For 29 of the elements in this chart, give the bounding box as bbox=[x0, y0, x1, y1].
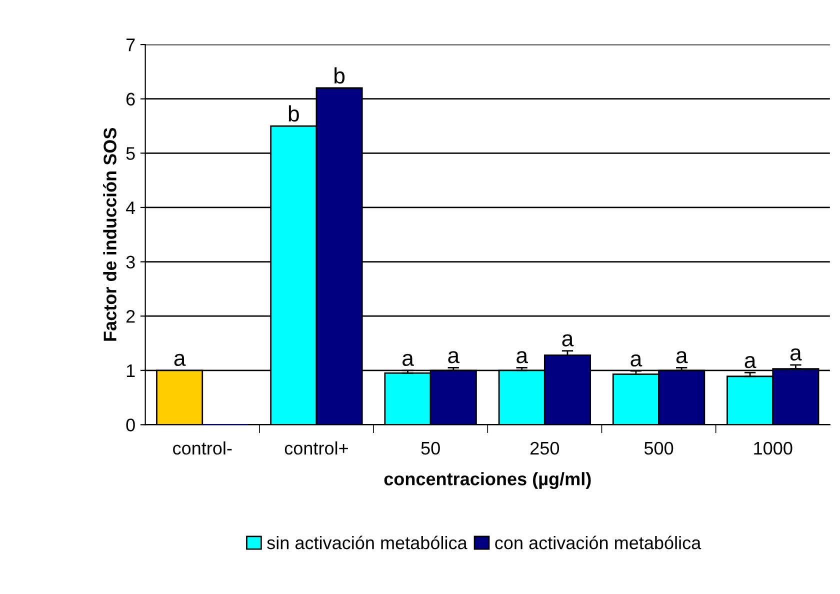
y-tick-label: 4 bbox=[126, 202, 136, 214]
y-tick-label: 1 bbox=[126, 364, 135, 377]
data-label: b bbox=[334, 67, 345, 84]
data-label: a bbox=[676, 351, 688, 364]
x-axis-title: concentraciones (µg/ml) bbox=[384, 472, 591, 490]
data-label: a bbox=[516, 351, 528, 364]
y-tick-label: 7 bbox=[126, 38, 135, 52]
x-tick-label: 250 bbox=[530, 442, 560, 455]
data-label: a bbox=[402, 354, 414, 366]
legend-label: con activación metabólica bbox=[495, 536, 702, 550]
y-tick-label: 2 bbox=[126, 310, 135, 323]
data-label: a bbox=[562, 334, 574, 346]
y-axis-title: Factor de inducción SOS bbox=[103, 128, 116, 341]
legend-label: sin activación metabólica bbox=[267, 536, 468, 550]
y-tick-label: 6 bbox=[126, 92, 135, 106]
data-label: a bbox=[448, 351, 460, 364]
data-label: a bbox=[630, 354, 642, 367]
x-tick-label: control+ bbox=[284, 441, 348, 455]
data-label: a bbox=[174, 354, 186, 366]
y-tick-label: 3 bbox=[126, 256, 135, 269]
x-tick-label: 500 bbox=[644, 442, 674, 455]
data-label: a bbox=[744, 356, 756, 368]
data-label: a bbox=[790, 348, 802, 361]
y-tick-label: 0 bbox=[126, 418, 135, 432]
y-tick-label: 5 bbox=[126, 147, 135, 160]
data-label: b bbox=[288, 105, 299, 122]
x-tick-label: control- bbox=[173, 441, 232, 455]
x-tick-label: 50 bbox=[421, 442, 440, 455]
x-tick-label: 1000 bbox=[754, 442, 792, 455]
